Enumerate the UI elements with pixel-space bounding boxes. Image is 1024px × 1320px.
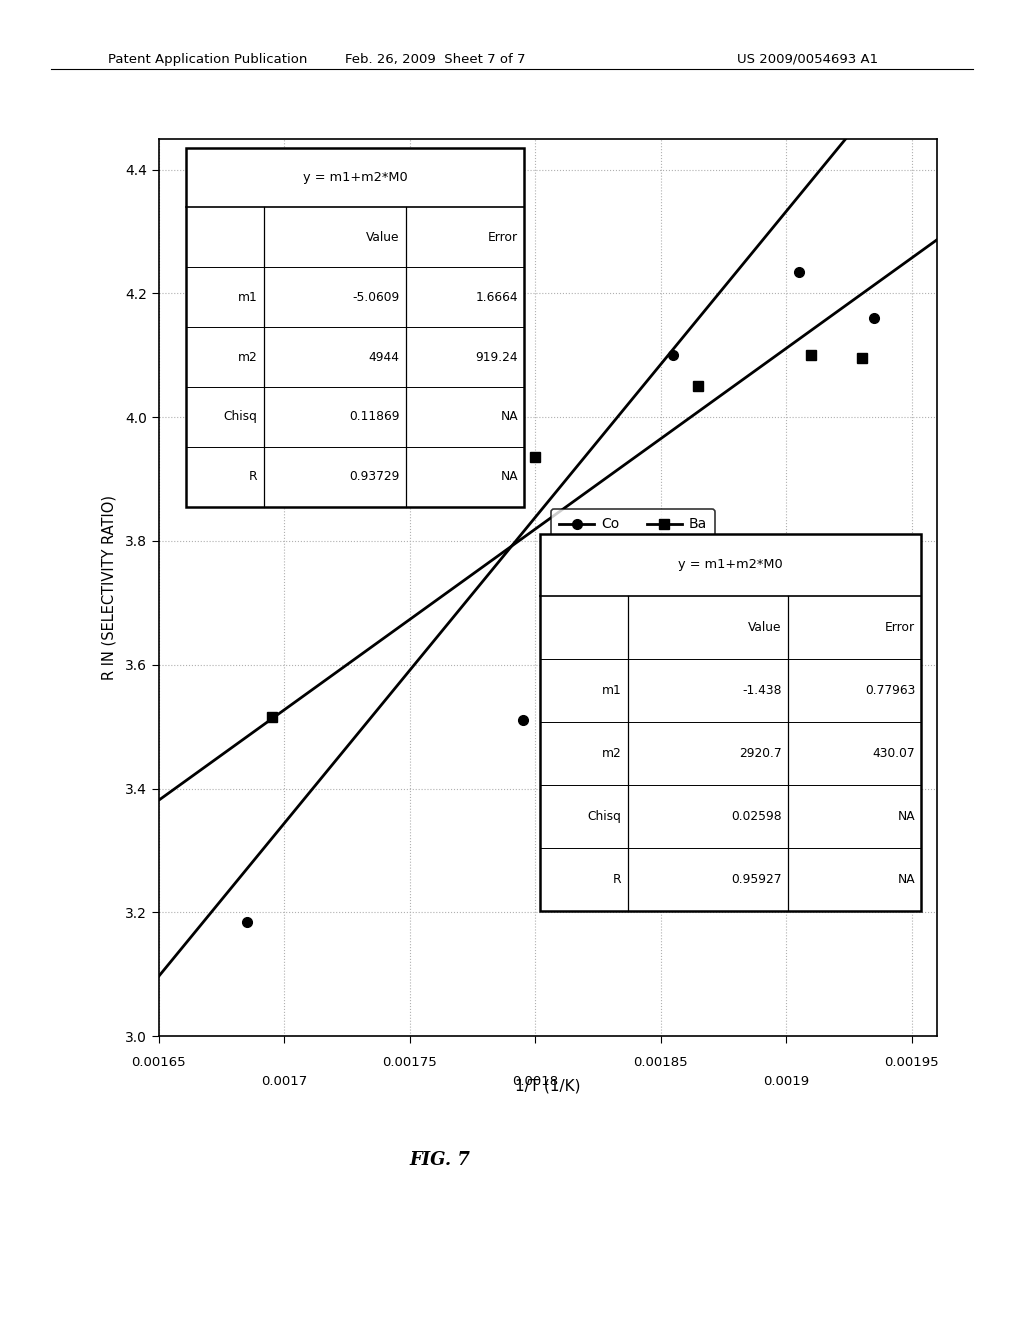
Text: Error: Error bbox=[885, 622, 915, 635]
Text: m2: m2 bbox=[238, 351, 258, 363]
Bar bbox=[186, 148, 524, 507]
Text: 919.24: 919.24 bbox=[475, 351, 518, 363]
Text: -5.0609: -5.0609 bbox=[352, 290, 399, 304]
Text: 430.07: 430.07 bbox=[872, 747, 915, 760]
Text: R: R bbox=[613, 873, 622, 886]
Text: 1/T (1/K): 1/T (1/K) bbox=[515, 1078, 581, 1093]
Bar bbox=[540, 533, 922, 911]
Text: Error: Error bbox=[488, 231, 518, 244]
Text: y = m1+m2*M0: y = m1+m2*M0 bbox=[678, 558, 783, 572]
Text: R: R bbox=[249, 470, 258, 483]
Text: 4944: 4944 bbox=[369, 351, 399, 363]
Text: FIG. 7: FIG. 7 bbox=[410, 1151, 471, 1170]
Text: m1: m1 bbox=[238, 290, 258, 304]
Text: 0.00195: 0.00195 bbox=[885, 1056, 939, 1069]
Legend: Co, Ba: Co, Ba bbox=[551, 510, 715, 540]
Text: NA: NA bbox=[898, 809, 915, 822]
Text: NA: NA bbox=[501, 411, 518, 424]
Text: m2: m2 bbox=[602, 747, 622, 760]
Text: -1.438: -1.438 bbox=[742, 684, 781, 697]
Text: y = m1+m2*M0: y = m1+m2*M0 bbox=[303, 172, 408, 183]
Text: US 2009/0054693 A1: US 2009/0054693 A1 bbox=[737, 53, 879, 66]
Text: 0.77963: 0.77963 bbox=[865, 684, 915, 697]
Text: 0.00175: 0.00175 bbox=[382, 1056, 437, 1069]
Y-axis label: R IN (SELECTIVITY RATIO): R IN (SELECTIVITY RATIO) bbox=[101, 495, 117, 680]
Text: Feb. 26, 2009  Sheet 7 of 7: Feb. 26, 2009 Sheet 7 of 7 bbox=[345, 53, 525, 66]
Text: Chisq: Chisq bbox=[588, 809, 622, 822]
Text: 0.0018: 0.0018 bbox=[512, 1074, 558, 1088]
Text: 0.00185: 0.00185 bbox=[634, 1056, 688, 1069]
Text: NA: NA bbox=[898, 873, 915, 886]
Text: Value: Value bbox=[749, 622, 781, 635]
Text: 0.00165: 0.00165 bbox=[131, 1056, 186, 1069]
Text: m1: m1 bbox=[602, 684, 622, 697]
Text: 2920.7: 2920.7 bbox=[739, 747, 781, 760]
Text: Value: Value bbox=[367, 231, 399, 244]
Text: 0.93729: 0.93729 bbox=[349, 470, 399, 483]
Text: 0.95927: 0.95927 bbox=[731, 873, 781, 886]
Text: Patent Application Publication: Patent Application Publication bbox=[108, 53, 307, 66]
Text: 0.0019: 0.0019 bbox=[763, 1074, 809, 1088]
Text: 0.02598: 0.02598 bbox=[731, 809, 781, 822]
Text: 0.11869: 0.11869 bbox=[349, 411, 399, 424]
Text: 1.6664: 1.6664 bbox=[475, 290, 518, 304]
Text: Chisq: Chisq bbox=[223, 411, 258, 424]
Text: 0.0017: 0.0017 bbox=[261, 1074, 307, 1088]
Text: NA: NA bbox=[501, 470, 518, 483]
